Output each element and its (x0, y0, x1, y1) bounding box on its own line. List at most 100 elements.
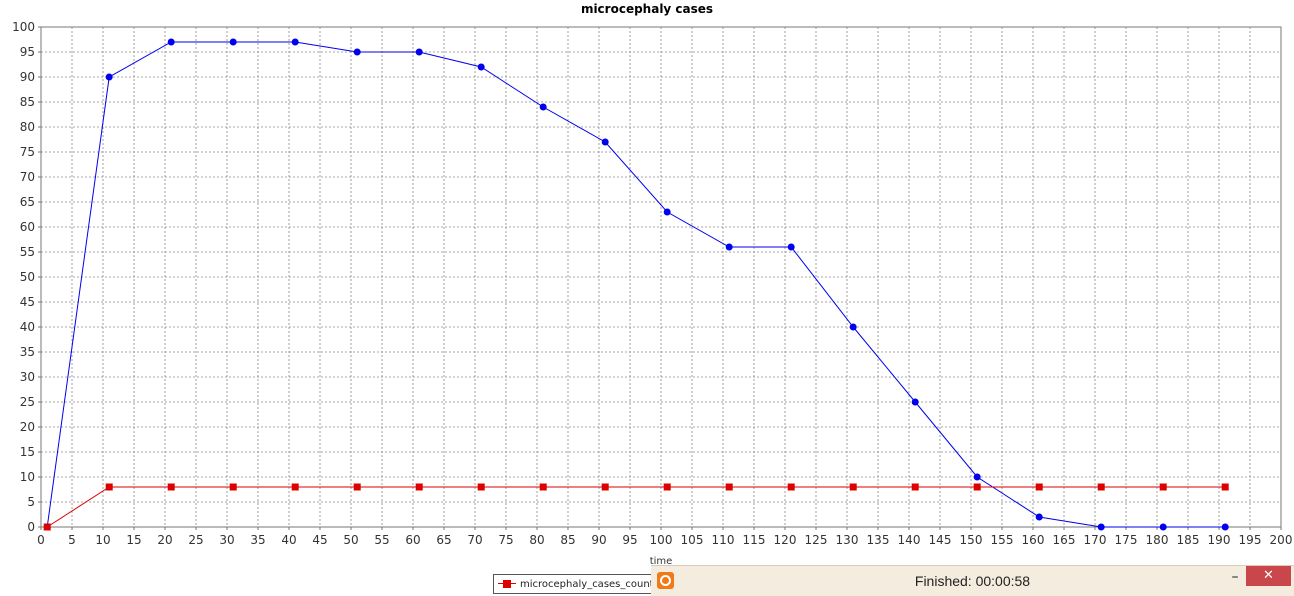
series-layer (43, 38, 1229, 531)
y-tick-label: 35 (20, 345, 35, 359)
data-point (353, 483, 361, 491)
x-tick-label: 0 (37, 533, 45, 547)
data-point (1097, 483, 1105, 491)
data-point (1159, 483, 1167, 491)
data-point (1097, 523, 1105, 531)
y-tick-label: 40 (20, 320, 35, 334)
y-tick-label: 95 (20, 45, 35, 59)
x-tick-label: 50 (343, 533, 358, 547)
y-tick-label: 60 (20, 220, 35, 234)
data-point (911, 398, 919, 406)
x-tick-label: 105 (681, 533, 704, 547)
x-axis-label: time (650, 556, 673, 567)
legend-swatch-red-square (498, 579, 516, 589)
x-tick-label: 190 (1208, 533, 1231, 547)
data-point (973, 473, 981, 481)
x-tick-label: 175 (1115, 533, 1138, 547)
y-tick-label: 100 (12, 20, 35, 34)
x-tick-label: 125 (805, 533, 828, 547)
y-tick-label: 45 (20, 295, 35, 309)
series-blue-circles (43, 38, 1229, 531)
x-tick-label: 30 (219, 533, 234, 547)
data-point (725, 483, 733, 491)
x-tick-label: 40 (281, 533, 296, 547)
y-tick-label: 90 (20, 70, 35, 84)
x-tick-label: 15 (126, 533, 141, 547)
y-axis-ticks: 0 5 10 15 20 25 30 35 40 45 50 55 60 65 70 75 80 85 90 95 10… (12, 20, 41, 534)
minimize-button[interactable]: – (1231, 569, 1239, 585)
data-point (973, 483, 981, 491)
x-tick-label: 200 (1270, 533, 1293, 547)
data-point (477, 483, 485, 491)
legend: microcephaly_cases_count (493, 574, 653, 594)
legend-label: microcephaly_cases_count (520, 578, 653, 590)
data-point (229, 483, 237, 491)
series-red-squares (43, 483, 1229, 531)
data-point (229, 38, 237, 46)
data-point (601, 483, 609, 491)
data-point (1221, 483, 1229, 491)
x-tick-label: 145 (929, 533, 952, 547)
data-point (911, 483, 919, 491)
x-tick-label: 25 (188, 533, 203, 547)
data-point (415, 483, 423, 491)
x-tick-label: 70 (467, 533, 482, 547)
y-tick-label: 70 (20, 170, 35, 184)
data-point (105, 483, 113, 491)
y-tick-label: 30 (20, 370, 35, 384)
x-tick-label: 165 (1053, 533, 1076, 547)
x-tick-label: 35 (250, 533, 265, 547)
app-ring-icon (657, 572, 674, 589)
x-tick-label: 160 (1022, 533, 1045, 547)
data-point (849, 483, 857, 491)
data-point (787, 483, 795, 491)
chart-title: microcephaly cases (581, 2, 713, 16)
y-tick-label: 25 (20, 395, 35, 409)
x-tick-label: 135 (867, 533, 890, 547)
data-point (663, 483, 671, 491)
x-tick-label: 110 (712, 533, 735, 547)
x-tick-label: 140 (898, 533, 921, 547)
data-point (539, 483, 547, 491)
y-tick-label: 50 (20, 270, 35, 284)
x-tick-label: 170 (1084, 533, 1107, 547)
y-tick-label: 15 (20, 445, 35, 459)
y-tick-label: 55 (20, 245, 35, 259)
data-point (291, 483, 299, 491)
x-tick-label: 155 (991, 533, 1014, 547)
x-tick-label: 65 (436, 533, 451, 547)
data-point (663, 208, 671, 216)
x-tick-label: 10 (95, 533, 110, 547)
status-text: Finished: 00:00:58 (914, 573, 1031, 589)
data-point (601, 138, 609, 146)
y-tick-label: 5 (27, 495, 35, 509)
data-point (1221, 523, 1229, 531)
x-tick-label: 5 (68, 533, 76, 547)
x-tick-label: 85 (560, 533, 575, 547)
x-tick-label: 60 (405, 533, 420, 547)
data-point (105, 73, 113, 81)
x-tick-label: 150 (960, 533, 983, 547)
x-tick-label: 130 (836, 533, 859, 547)
x-tick-label: 45 (312, 533, 327, 547)
data-point (167, 483, 175, 491)
close-button[interactable]: ✕ (1246, 566, 1291, 586)
data-point (353, 48, 361, 56)
x-tick-label: 115 (743, 533, 766, 547)
x-tick-label: 55 (374, 533, 389, 547)
data-point (167, 38, 175, 46)
x-tick-label: 120 (774, 533, 797, 547)
series-line (46, 486, 1226, 528)
series-line (46, 41, 1226, 528)
x-tick-label: 100 (650, 533, 673, 547)
data-point (725, 243, 733, 251)
x-tick-label: 90 (591, 533, 606, 547)
data-point (1035, 483, 1043, 491)
x-tick-label: 180 (1146, 533, 1169, 547)
y-tick-label: 20 (20, 420, 35, 434)
data-point (1159, 523, 1167, 531)
data-point (849, 323, 857, 331)
data-point (43, 523, 51, 531)
x-tick-label: 185 (1177, 533, 1200, 547)
x-axis-ticks: 0 5 10 15 20 25 30 35 40 45 50 55 60 65 70 75 80 85 90 95 10… (37, 527, 1292, 547)
